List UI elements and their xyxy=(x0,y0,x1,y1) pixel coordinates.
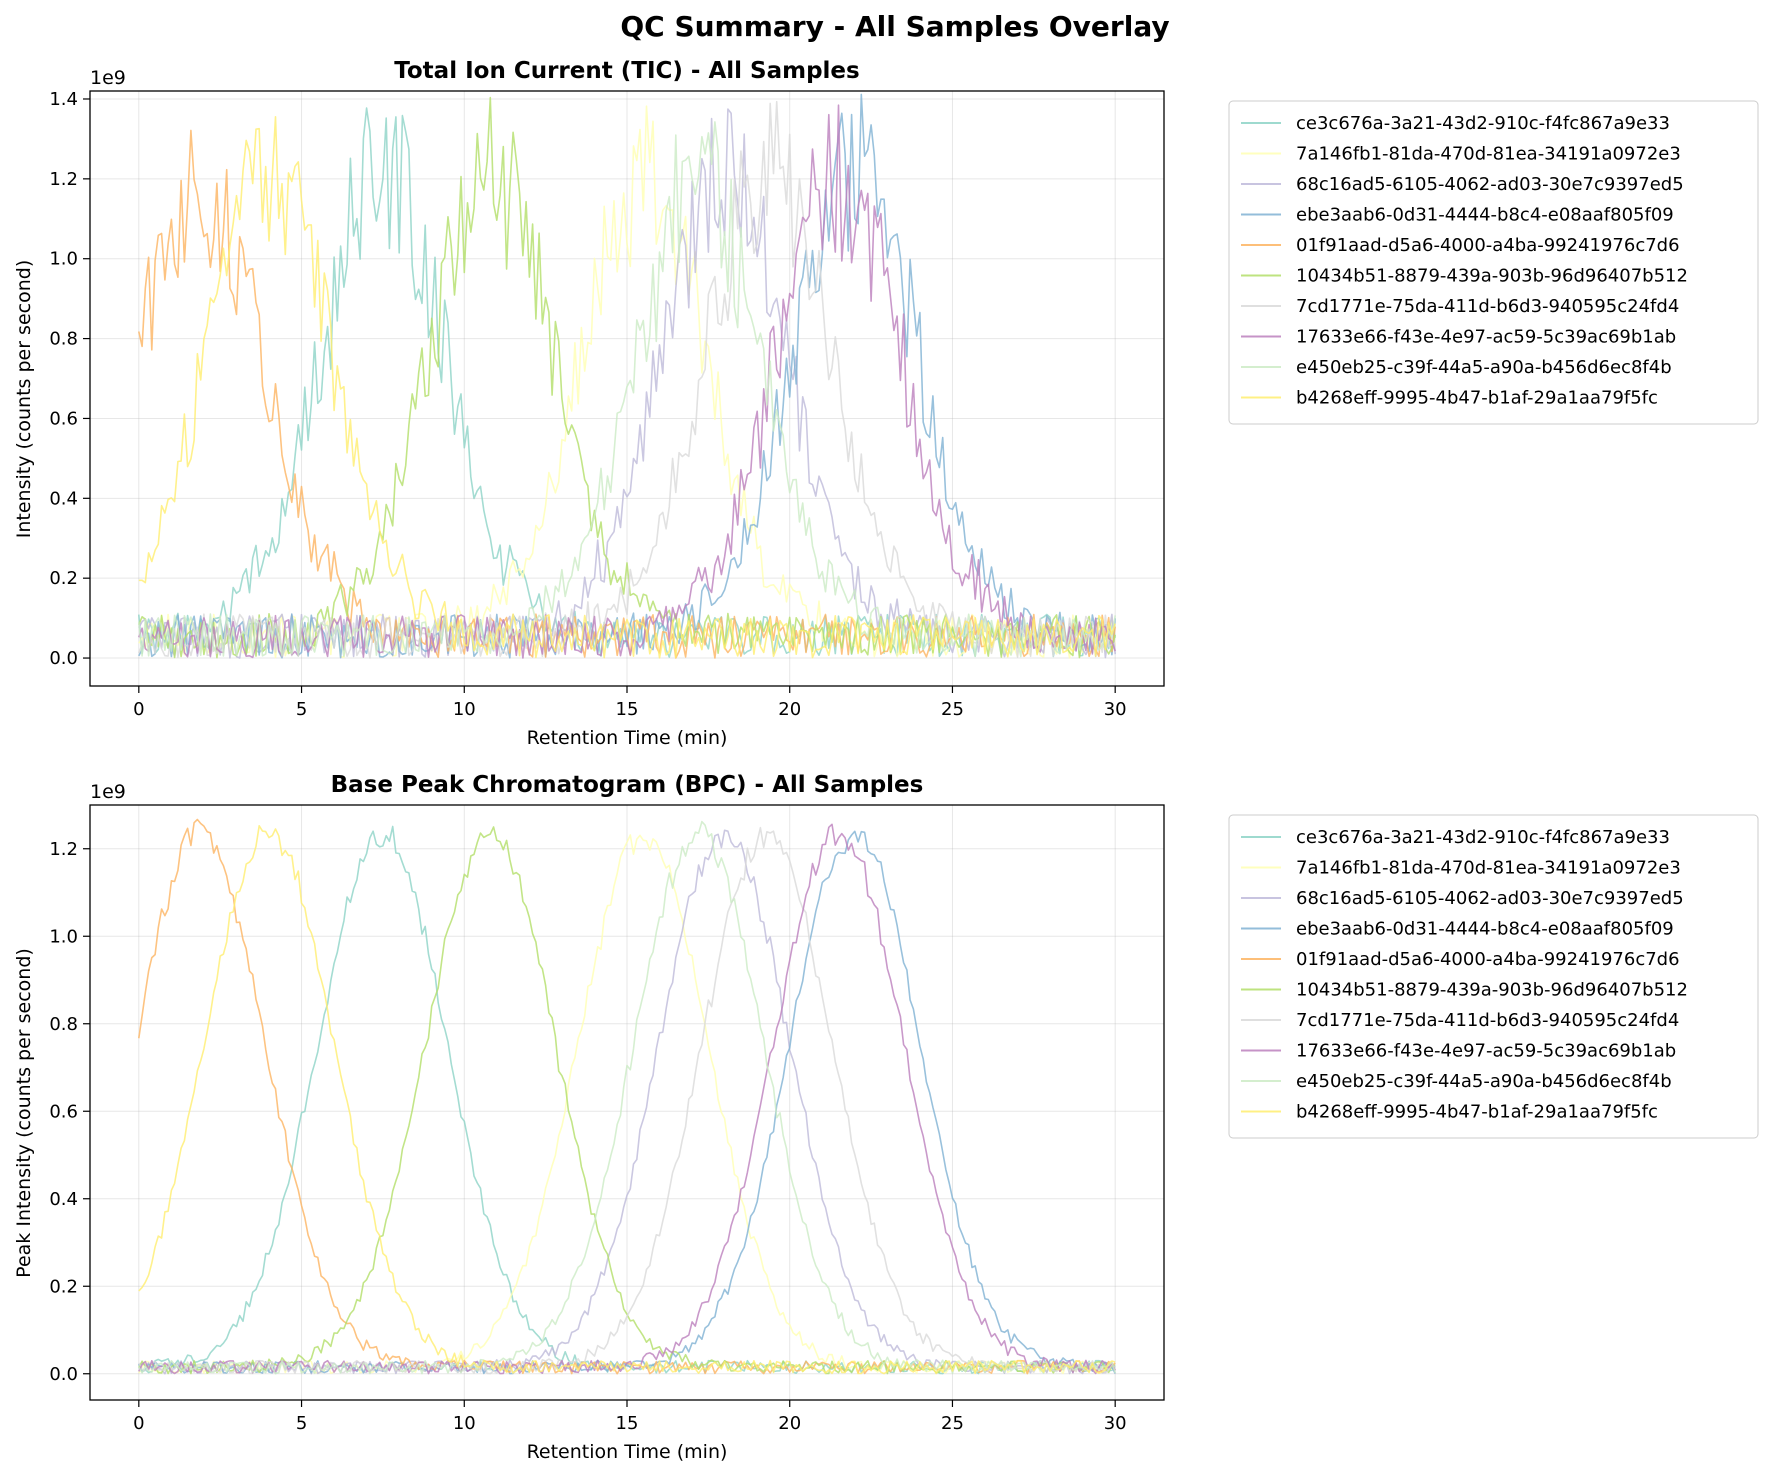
bpc-x-tick-label: 20 xyxy=(778,1413,801,1434)
bpc-plot-area xyxy=(89,804,1165,1401)
tic-x-tick-label: 15 xyxy=(616,699,639,720)
tic-x-tick-label: 0 xyxy=(133,699,144,720)
bpc-legend-label: 68c16ad5-6105-4062-ad03-30e7c9397ed5 xyxy=(1296,888,1684,909)
tic-legend-label: 01f91aad-d5a6-4000-a4ba-99241976c7d6 xyxy=(1296,235,1680,256)
bpc-y-tick-label: 0.6 xyxy=(49,1101,78,1122)
bpc-series-line-10 xyxy=(138,824,1116,1375)
tic-x-tick-label: 10 xyxy=(453,699,476,720)
bpc-x-axis-label: Retention Time (min) xyxy=(527,1441,728,1463)
tic-y-tick-label: 0.0 xyxy=(49,648,78,669)
bpc-legend-label: 17633e66-f43e-4e97-ac59-5c39ac69b1ab xyxy=(1296,1041,1676,1062)
bpc-legend-label: ce3c676a-3a21-43d2-910c-f4fc867a9e33 xyxy=(1296,827,1670,848)
tic-legend-label: 10434b51-8879-439a-903b-96d96407b512 xyxy=(1296,266,1688,287)
tic-series-line-3 xyxy=(138,108,1116,659)
bpc-legend-label: b4268eff-9995-4b47-b1af-29a1aa79f5fc xyxy=(1296,1102,1658,1123)
tic-y-tick-label: 0.2 xyxy=(49,568,78,589)
tic-x-tick-label: 30 xyxy=(1104,699,1127,720)
tic-y-tick-label: 1.2 xyxy=(49,169,78,190)
bpc-title: Base Peak Chromatogram (BPC) - All Sampl… xyxy=(331,772,924,798)
tic-y-tick-label: 0.4 xyxy=(49,488,78,509)
tic-y-tick-label: 0.8 xyxy=(49,329,78,350)
tic-title: Total Ion Current (TIC) - All Samples xyxy=(394,58,859,84)
bpc-y-tick-label: 0.0 xyxy=(49,1364,78,1385)
bpc-series-line-7 xyxy=(138,826,1116,1375)
bpc-series-group xyxy=(138,818,1116,1375)
tic-x-axis-label: Retention Time (min) xyxy=(527,727,728,749)
tic-y-multiplier: 1e9 xyxy=(90,67,126,89)
tic-legend-label: 7a146fb1-81da-470d-81ea-34191a0972e3 xyxy=(1296,144,1681,165)
bpc-panel: Base Peak Chromatogram (BPC) - All Sampl… xyxy=(13,772,1759,1463)
bpc-legend-label: 7a146fb1-81da-470d-81ea-34191a0972e3 xyxy=(1296,858,1681,879)
bpc-x-tick-label: 15 xyxy=(616,1413,639,1434)
tic-plot-area xyxy=(89,90,1165,687)
bpc-legend-label: e450eb25-c39f-44a5-a90a-b456d6ec8f4b xyxy=(1296,1071,1672,1092)
bpc-series-line-9 xyxy=(138,820,1116,1375)
tic-legend-label: ce3c676a-3a21-43d2-910c-f4fc867a9e33 xyxy=(1296,113,1670,134)
bpc-series-line-6 xyxy=(138,826,1116,1375)
tic-legend-label: 17633e66-f43e-4e97-ac59-5c39ac69b1ab xyxy=(1296,327,1676,348)
tic-panel: Total Ion Current (TIC) - All Samples 1e… xyxy=(13,58,1759,749)
tic-legend-label: 7cd1771e-75da-411d-b6d3-940595c24fd4 xyxy=(1296,296,1679,317)
bpc-legend-box xyxy=(1228,814,1759,1139)
tic-series-line-9 xyxy=(138,121,1116,658)
tic-legend-label: b4268eff-9995-4b47-b1af-29a1aa79f5fc xyxy=(1296,388,1658,409)
bpc-grid xyxy=(90,805,1164,1400)
tic-legend-label: 68c16ad5-6105-4062-ad03-30e7c9397ed5 xyxy=(1296,174,1684,195)
tic-x-tick-label: 20 xyxy=(778,699,801,720)
tic-grid xyxy=(90,91,1164,686)
tic-y-tick-label: 0.6 xyxy=(49,408,78,429)
bpc-y-tick-label: 0.8 xyxy=(49,1014,78,1035)
tic-legend-box xyxy=(1228,100,1759,425)
tic-legend-label: e450eb25-c39f-44a5-a90a-b456d6ec8f4b xyxy=(1296,357,1672,378)
bpc-x-tick-label: 0 xyxy=(133,1413,144,1434)
bpc-y-axis-label: Peak Intensity (counts per second) xyxy=(13,948,35,1278)
bpc-legend-label: ebe3aab6-0d31-4444-b8c4-e08aaf805f09 xyxy=(1296,919,1674,940)
bpc-y-tick-label: 0.2 xyxy=(49,1276,78,1297)
bpc-legend: ce3c676a-3a21-43d2-910c-f4fc867a9e33 7a14… xyxy=(1228,814,1759,1139)
tic-series-group xyxy=(138,93,1116,659)
tic-legend: ce3c676a-3a21-43d2-910c-f4fc867a9e33 7a14… xyxy=(1228,100,1759,425)
bpc-x-tick-label: 25 xyxy=(941,1413,964,1434)
bpc-ticks: 0 5 10 15 20 25 30 0.0 0.2 0.4 0.6 0.8 1.0 1.2 xyxy=(49,839,1126,1434)
tic-series-line-10 xyxy=(138,116,1116,659)
tic-x-tick-label: 5 xyxy=(296,699,307,720)
bpc-y-tick-label: 1.2 xyxy=(49,839,78,860)
bpc-y-tick-label: 1.0 xyxy=(49,926,78,947)
figure-suptitle: QC Summary - All Samples Overlay xyxy=(620,10,1169,43)
bpc-y-tick-label: 0.4 xyxy=(49,1189,78,1210)
bpc-x-tick-label: 10 xyxy=(453,1413,476,1434)
bpc-x-tick-label: 5 xyxy=(296,1413,307,1434)
tic-series-line-4 xyxy=(138,93,1116,659)
bpc-legend-label: 7cd1771e-75da-411d-b6d3-940595c24fd4 xyxy=(1296,1010,1679,1031)
bpc-legend-label: 01f91aad-d5a6-4000-a4ba-99241976c7d6 xyxy=(1296,949,1680,970)
bpc-y-multiplier: 1e9 xyxy=(90,781,126,803)
tic-y-tick-label: 1.0 xyxy=(49,249,78,270)
bpc-series-line-8 xyxy=(138,823,1116,1375)
bpc-legend-label: 10434b51-8879-439a-903b-96d96407b512 xyxy=(1296,980,1688,1001)
tic-x-tick-label: 25 xyxy=(941,699,964,720)
tic-legend-label: ebe3aab6-0d31-4444-b8c4-e08aaf805f09 xyxy=(1296,205,1674,226)
bpc-series-line-4 xyxy=(138,830,1116,1375)
tic-ticks: 0 5 10 15 20 25 30 0.0 0.2 0.4 0.6 0.8 1.0 1.2 1.4 xyxy=(49,89,1126,720)
bpc-x-tick-label: 30 xyxy=(1104,1413,1127,1434)
tic-y-axis-label: Intensity (counts per second) xyxy=(13,260,35,538)
tic-y-tick-label: 1.4 xyxy=(49,89,78,110)
